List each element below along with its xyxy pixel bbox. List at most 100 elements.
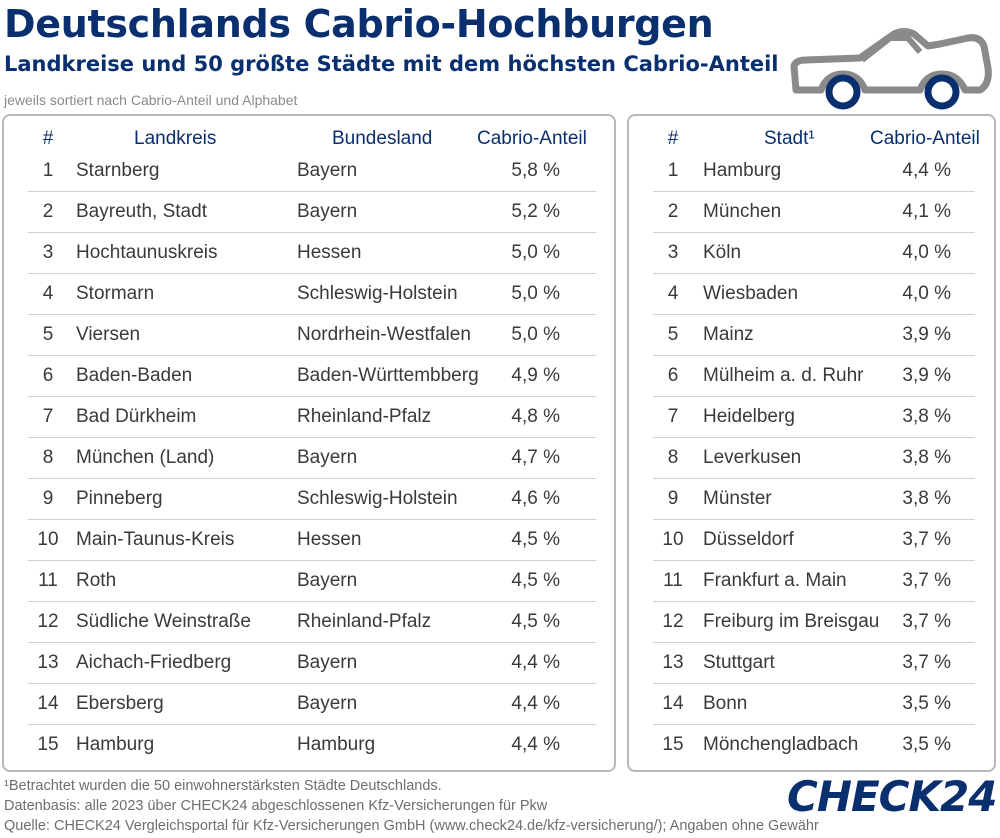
cabrio-anteil-cell: 4,4 % [511,652,560,673]
landkreis-table: # Landkreis Bundesland Cabrio-Anteil 1 St… [2,114,616,772]
landkreis-cell: Viersen [76,324,141,345]
rank-cell: 3 [42,242,54,263]
landkreis-cell: Südliche Weinstraße [76,611,251,632]
landkreis-cell: Hochtaunuskreis [76,242,218,263]
rank-cell: 15 [662,734,684,755]
cabrio-anteil-cell: 3,7 % [902,611,951,632]
landkreis-cell: Roth [76,570,117,591]
table-row: 6 Baden-Baden Baden-Württembberg 4,9 % [28,356,596,397]
landkreis-cell: Baden-Baden [76,365,193,386]
rank-cell: 15 [37,734,59,755]
stadt-cell: Mainz [703,324,754,345]
rank-cell: 6 [667,365,679,386]
rank-cell: 12 [37,611,59,632]
cabrio-anteil-cell: 4,9 % [511,365,560,386]
cabrio-anteil-cell: 4,1 % [902,201,951,222]
cabrio-anteil-cell: 4,5 % [511,529,560,550]
table-row: 5 Mainz 3,9 % [653,315,975,356]
cabrio-anteil-cell: 3,5 % [902,693,951,714]
table-row: 7 Heidelberg 3,8 % [653,397,975,438]
landkreis-cell: Main-Taunus-Kreis [76,529,235,550]
page-subtitle: Landkreise und 50 größte Städte mit dem … [4,52,779,76]
stadt-cell: Heidelberg [703,406,795,427]
cabrio-anteil-cell: 4,4 % [902,160,951,181]
col-header-stadt: Stadt¹ [764,128,815,149]
landkreis-cell: Ebersberg [76,693,164,714]
table-row: 1 Hamburg 4,4 % [653,151,975,192]
table-row: 6 Mülheim a. d. Ruhr 3,9 % [653,356,975,397]
stadt-cell: Wiesbaden [703,283,799,304]
stadt-cell: Hamburg [703,160,782,181]
bundesland-cell: Bayern [297,693,358,714]
rank-cell: 2 [42,201,54,222]
stadt-cell: Leverkusen [703,447,802,468]
cabrio-anteil-cell: 3,5 % [902,734,951,755]
cabrio-anteil-cell: 3,9 % [902,324,951,345]
source-text: Quelle: CHECK24 Vergleichsportal für Kfz… [4,818,819,834]
cabrio-anteil-cell: 4,8 % [511,406,560,427]
col-header-bundesland: Bundesland [332,128,433,149]
convertible-car-icon [790,28,992,110]
table-row: 2 Bayreuth, Stadt Bayern 5,2 % [28,192,596,233]
stadt-cell: Stuttgart [703,652,775,673]
stadt-cell: München [703,201,782,222]
rank-cell: 14 [662,693,684,714]
table-row: 10 Main-Taunus-Kreis Hessen 4,5 % [28,520,596,561]
bundesland-cell: Nordrhein-Westfalen [297,324,471,345]
bundesland-cell: Schleswig-Holstein [297,488,458,509]
table-row: 13 Stuttgart 3,7 % [653,643,975,684]
cabrio-anteil-cell: 3,7 % [902,652,951,673]
bundesland-cell: Bayern [297,201,358,222]
rank-cell: 9 [42,488,54,509]
page-title: Deutschlands Cabrio-Hochburgen [4,2,714,46]
sort-note: jeweils sortiert nach Cabrio-Anteil und … [4,92,298,108]
table-row: 3 Köln 4,0 % [653,233,975,274]
table-row: 7 Bad Dürkheim Rheinland-Pfalz 4,8 % [28,397,596,438]
landkreis-cell: Pinneberg [76,488,163,509]
stadt-cell: Köln [703,242,742,263]
cabrio-anteil-cell: 5,8 % [511,160,560,181]
table-row: 15 Mönchengladbach 3,5 % [653,725,975,766]
table-row: 8 München (Land) Bayern 4,7 % [28,438,596,479]
cabrio-anteil-cell: 3,8 % [902,406,951,427]
cabrio-anteil-cell: 4,4 % [511,693,560,714]
rank-cell: 5 [42,324,54,345]
col-header-rank: # [42,128,54,149]
cabrio-anteil-cell: 5,0 % [511,242,560,263]
bundesland-cell: Rheinland-Pfalz [297,611,432,632]
bundesland-cell: Hessen [297,242,362,263]
landkreis-cell: Bayreuth, Stadt [76,201,207,222]
table-row: 2 München 4,1 % [653,192,975,233]
rank-cell: 7 [667,406,679,427]
cabrio-anteil-cell: 4,0 % [902,283,951,304]
col-header-cabrio-anteil: Cabrio-Anteil [477,128,587,149]
col-header-landkreis: Landkreis [134,128,217,149]
bundesland-cell: Schleswig-Holstein [297,283,458,304]
rank-cell: 8 [42,447,54,468]
table-row: 5 Viersen Nordrhein-Westfalen 5,0 % [28,315,596,356]
rank-cell: 10 [662,529,684,550]
stadt-cell: Freiburg im Breisgau [703,611,880,632]
cabrio-anteil-cell: 5,2 % [511,201,560,222]
table-row: 15 Hamburg Hamburg 4,4 % [28,725,596,766]
check24-logo: CHECK24 [787,772,997,821]
table-row: 11 Frankfurt a. Main 3,7 % [653,561,975,602]
table-row: 8 Leverkusen 3,8 % [653,438,975,479]
cabrio-anteil-cell: 5,0 % [511,283,560,304]
rank-cell: 4 [667,283,679,304]
table-row: 14 Ebersberg Bayern 4,4 % [28,684,596,725]
table-row: 4 Stormarn Schleswig-Holstein 5,0 % [28,274,596,315]
rank-cell: 1 [667,160,679,181]
cabrio-anteil-cell: 4,0 % [902,242,951,263]
landkreis-cell: Hamburg [76,734,155,755]
cabrio-anteil-cell: 4,5 % [511,570,560,591]
table-row: 11 Roth Bayern 4,5 % [28,561,596,602]
cabrio-anteil-cell: 5,0 % [511,324,560,345]
cabrio-anteil-cell: 3,7 % [902,570,951,591]
landkreis-cell: Aichach-Friedberg [76,652,232,673]
landkreis-cell: Bad Dürkheim [76,406,197,427]
rank-cell: 6 [42,365,54,386]
rank-cell: 12 [662,611,684,632]
table-row: 1 Starnberg Bayern 5,8 % [28,151,596,192]
rank-cell: 11 [38,570,58,591]
